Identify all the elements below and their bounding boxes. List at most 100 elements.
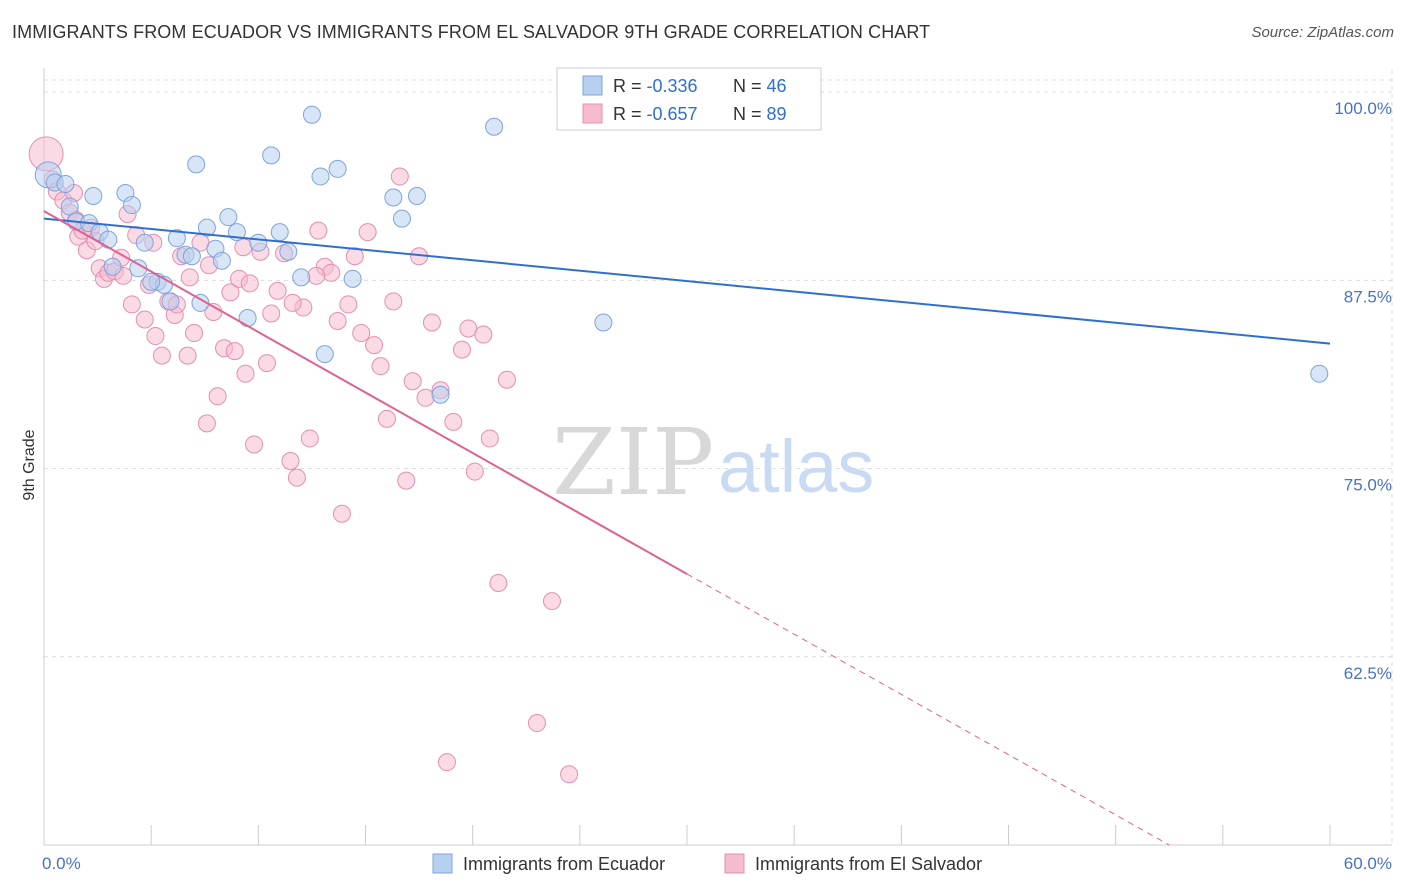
data-point-el-salvador: [152, 346, 171, 365]
legend-label-el-salvador: Immigrants from El Salvador: [755, 854, 982, 874]
trend-lines: [43, 210, 1331, 846]
data-point-el-salvador: [225, 342, 244, 361]
data-point-el-salvador: [332, 504, 351, 523]
data-point-el-salvador: [287, 468, 306, 487]
y-tick-label: 62.5%: [1344, 664, 1392, 683]
data-point-ecuador: [1310, 364, 1329, 383]
data-point-el-salvador: [416, 388, 435, 407]
data-point-el-salvador: [180, 268, 199, 287]
data-point-ecuador: [238, 308, 257, 327]
data-point-ecuador: [191, 293, 210, 312]
data-point-ecuador: [328, 159, 347, 178]
legend-label-ecuador: Immigrants from Ecuador: [463, 854, 665, 874]
data-point-ecuador: [103, 257, 122, 276]
stats-n-value: 46: [767, 76, 787, 96]
x-tick-label: 60.0%: [1344, 854, 1392, 873]
data-point-el-salvador: [474, 325, 493, 344]
axes: [43, 68, 1392, 846]
data-point-el-salvador: [122, 295, 141, 314]
data-point-el-salvador: [371, 357, 390, 376]
data-point-ecuador: [407, 187, 426, 206]
data-point-ecuador: [392, 209, 411, 228]
series-ecuador-points: [34, 105, 1329, 404]
data-point-ecuador: [279, 242, 298, 261]
data-point-el-salvador: [328, 311, 347, 330]
data-point-ecuador: [56, 174, 75, 193]
data-point-el-salvador: [178, 346, 197, 365]
data-point-ecuador: [485, 117, 504, 136]
watermark: ZIP atlas: [552, 409, 874, 516]
x-tick-labels: 0.0% 60.0%: [42, 854, 1392, 873]
data-point-el-salvador: [345, 247, 364, 266]
stats-r-label: R =: [613, 76, 647, 96]
stats-n-label: N =: [733, 104, 767, 124]
data-point-el-salvador: [384, 292, 403, 311]
data-point-ecuador: [197, 218, 216, 237]
data-point-el-salvador: [358, 223, 377, 242]
trend-line-el-salvador-extension: [686, 573, 1170, 846]
stats-swatch-el-salvador: [582, 103, 603, 124]
data-point-el-salvador: [307, 266, 326, 285]
series-el-salvador-points: [28, 136, 579, 784]
data-point-ecuador: [187, 155, 206, 174]
data-point-el-salvador: [300, 429, 319, 448]
data-point-el-salvador: [437, 753, 456, 772]
data-point-el-salvador: [240, 274, 259, 293]
stats-n-label: N =: [733, 76, 767, 96]
trend-line-ecuador: [43, 217, 1331, 345]
data-point-el-salvador: [480, 429, 499, 448]
stats-row-ecuador: R = -0.336: [613, 76, 698, 96]
grid-lines: [44, 70, 1393, 845]
data-point-el-salvador: [146, 327, 165, 346]
data-point-el-salvador: [459, 319, 478, 338]
stats-r-value: -0.336: [647, 76, 698, 96]
bottom-legend: Immigrants from Ecuador Immigrants from …: [432, 853, 982, 874]
data-point-ecuador: [161, 292, 180, 311]
data-point-ecuador: [212, 251, 231, 270]
data-point-el-salvador: [339, 295, 358, 314]
data-point-ecuador: [99, 230, 118, 249]
stats-row-el-salvador: R = -0.657: [613, 104, 698, 124]
data-point-el-salvador: [403, 372, 422, 391]
data-point-el-salvador: [221, 283, 240, 302]
data-point-ecuador: [343, 269, 362, 288]
data-point-el-salvador: [283, 293, 302, 312]
data-point-el-salvador: [452, 340, 471, 359]
data-point-el-salvador: [444, 412, 463, 431]
legend-swatch-ecuador: [432, 853, 453, 874]
stats-n-ecuador: N = 46: [733, 76, 787, 96]
data-point-el-salvador: [281, 452, 300, 471]
data-point-ecuador: [311, 167, 330, 186]
data-point-ecuador: [292, 268, 311, 287]
y-tick-label: 100.0%: [1334, 99, 1392, 118]
chart-title: IMMIGRANTS FROM ECUADOR VS IMMIGRANTS FR…: [12, 22, 931, 42]
data-point-ecuador: [219, 208, 238, 227]
data-point-ecuador: [142, 272, 161, 291]
data-point-ecuador: [249, 233, 268, 252]
y-tick-label: 75.0%: [1344, 476, 1392, 495]
data-point-el-salvador: [542, 592, 561, 611]
data-point-ecuador: [302, 105, 321, 124]
data-point-ecuador: [122, 196, 141, 215]
stats-n-value: 89: [767, 104, 787, 124]
stats-r-label: R =: [613, 104, 647, 124]
data-point-ecuador: [270, 223, 289, 242]
data-point-el-salvador: [422, 313, 441, 332]
trend-line-el-salvador: [43, 210, 688, 575]
data-point-el-salvador: [236, 364, 255, 383]
data-point-ecuador: [315, 345, 334, 364]
stats-r-value: -0.657: [647, 104, 698, 124]
stats-swatch-ecuador: [582, 75, 603, 96]
legend-swatch-el-salvador: [724, 853, 745, 874]
data-point-el-salvador: [390, 167, 409, 186]
data-point-el-salvador: [377, 409, 396, 428]
chart-source: Source: ZipAtlas.com: [1251, 24, 1394, 41]
stats-legend: R = -0.336 N = 46 R = -0.657 N = 89: [556, 67, 822, 131]
data-point-ecuador: [84, 187, 103, 206]
data-point-ecuador: [182, 247, 201, 266]
data-point-el-salvador: [560, 765, 579, 784]
y-tick-label: 87.5%: [1344, 287, 1392, 306]
data-point-el-salvador: [465, 462, 484, 481]
stats-n-el-salvador: N = 89: [733, 104, 787, 124]
